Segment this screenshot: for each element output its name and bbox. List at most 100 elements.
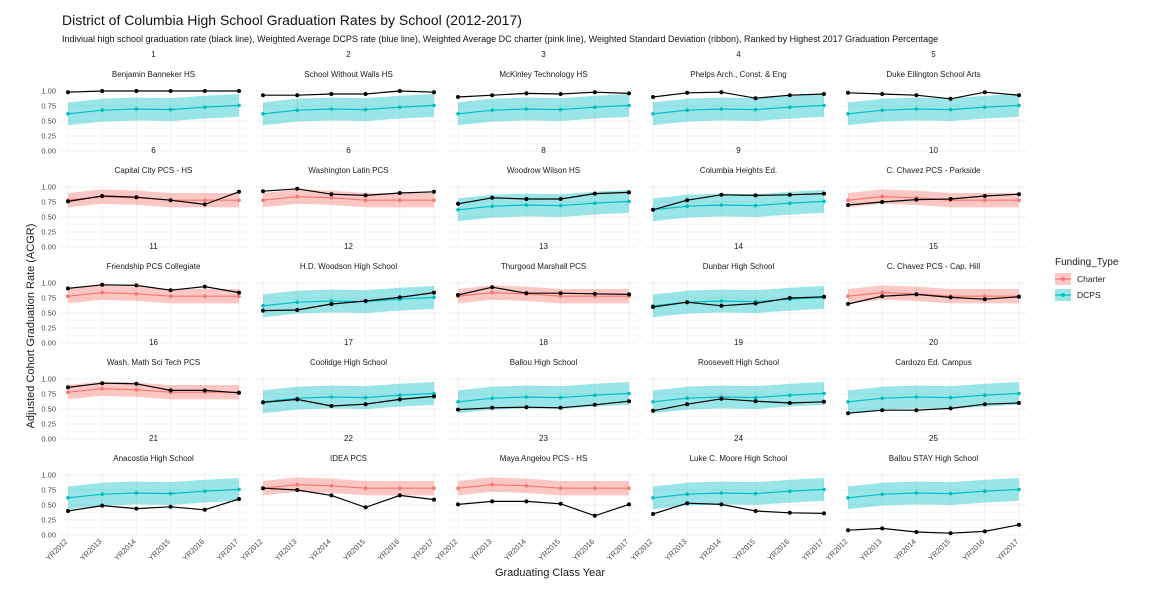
school-point bbox=[432, 497, 436, 502]
facet-school-label: Phelps Arch., Const. & Eng bbox=[690, 70, 787, 79]
average-point bbox=[524, 395, 529, 399]
facet-panel: 23 Maya Angelou PCS - HS YR2012 YR2013 YR201… bbox=[434, 434, 637, 563]
average-point bbox=[685, 204, 689, 208]
school-point bbox=[592, 402, 597, 407]
average-point bbox=[593, 201, 597, 205]
facet-school-label: Maya Angelou PCS - HS bbox=[500, 454, 588, 463]
school-point bbox=[822, 294, 826, 299]
y-tick-label: 0.25 bbox=[41, 420, 56, 429]
y-tick-label: 0.00 bbox=[41, 339, 56, 348]
facet-panel: 9 Columbia Heights Ed. bbox=[645, 146, 832, 248]
facet-school-label: H.D. Woodson High School bbox=[300, 262, 397, 271]
school-point bbox=[432, 290, 436, 295]
average-point bbox=[753, 395, 758, 400]
average-line bbox=[457, 104, 630, 115]
school-line bbox=[457, 500, 630, 517]
school-point bbox=[329, 302, 334, 306]
average-line bbox=[652, 200, 825, 211]
school-point bbox=[490, 195, 495, 200]
average-point bbox=[627, 391, 631, 396]
school-point bbox=[651, 408, 655, 413]
facet-panel: 10 C. Chavez PCS - Parkside bbox=[840, 146, 1027, 248]
average-point bbox=[456, 112, 460, 116]
average-point bbox=[295, 300, 300, 305]
school-point bbox=[456, 293, 460, 297]
school-point bbox=[914, 408, 919, 413]
school-point bbox=[237, 189, 241, 194]
school-point bbox=[787, 401, 792, 405]
average-point bbox=[719, 107, 724, 111]
y-tick-label: 0.50 bbox=[41, 501, 56, 510]
y-tick-label: 0.25 bbox=[41, 228, 56, 237]
school-point bbox=[397, 295, 402, 300]
x-tick-label: YR2012 bbox=[434, 537, 460, 563]
average-point bbox=[524, 484, 529, 488]
school-point bbox=[490, 405, 495, 410]
school-line bbox=[457, 191, 630, 205]
average-point bbox=[490, 204, 495, 208]
school-point bbox=[685, 300, 690, 305]
average-point bbox=[456, 400, 460, 404]
average-line bbox=[67, 387, 239, 393]
school-point bbox=[168, 504, 173, 509]
y-tick-label: 0.75 bbox=[41, 390, 56, 399]
school-point bbox=[719, 396, 724, 401]
average-point bbox=[1017, 487, 1021, 492]
facet-rank-label: 3 bbox=[541, 50, 546, 59]
average-point bbox=[593, 393, 597, 398]
school-point bbox=[822, 399, 826, 404]
y-tick-label: 1.00 bbox=[41, 279, 56, 288]
chart-title: District of Columbia High School Graduat… bbox=[62, 12, 522, 28]
average-line bbox=[262, 195, 434, 201]
average-point bbox=[398, 198, 402, 202]
y-tick-label: 0.00 bbox=[41, 147, 56, 156]
school-point bbox=[168, 388, 173, 393]
average-line bbox=[652, 488, 825, 499]
average-point bbox=[261, 304, 265, 308]
school-point bbox=[948, 197, 953, 201]
school-point bbox=[237, 290, 241, 295]
school-point bbox=[100, 89, 105, 93]
average-point bbox=[914, 107, 919, 111]
average-point bbox=[593, 105, 597, 109]
average-point bbox=[822, 391, 826, 396]
school-point bbox=[237, 89, 241, 93]
average-point bbox=[822, 199, 826, 204]
school-line bbox=[67, 382, 240, 394]
school-point bbox=[397, 493, 402, 498]
school-point bbox=[363, 299, 368, 303]
average-line bbox=[847, 291, 1019, 297]
school-point bbox=[822, 92, 826, 96]
school-point bbox=[880, 200, 885, 204]
school-point bbox=[202, 507, 207, 512]
average-point bbox=[432, 391, 436, 396]
average-point bbox=[456, 486, 460, 491]
facet-rank-label: 16 bbox=[149, 338, 158, 347]
school-point bbox=[753, 509, 758, 513]
average-line bbox=[457, 200, 630, 211]
facet-rank-label: 13 bbox=[539, 242, 548, 251]
facet-panel: 25 Ballou STAY High School YR2012 YR2013 YR2… bbox=[824, 434, 1027, 563]
facet-panel: 14 Dunbar High School bbox=[645, 242, 832, 344]
facet-rank-label: 22 bbox=[344, 434, 353, 443]
average-point bbox=[363, 395, 368, 400]
average-point bbox=[983, 294, 987, 299]
school-point bbox=[787, 296, 792, 300]
facet-rank-label: 10 bbox=[929, 146, 938, 155]
average-point bbox=[788, 393, 792, 398]
facet-school-label: Capital City PCS - HS bbox=[115, 166, 193, 175]
school-point bbox=[66, 385, 70, 390]
average-point bbox=[651, 400, 655, 404]
school-point bbox=[787, 510, 792, 515]
school-line bbox=[262, 292, 435, 312]
facet-panel: 13 Thurgood Marshall PCS bbox=[450, 242, 637, 344]
school-point bbox=[490, 285, 495, 290]
average-point bbox=[134, 491, 139, 495]
average-point bbox=[914, 395, 919, 399]
average-point bbox=[100, 386, 104, 391]
school-point bbox=[787, 93, 792, 98]
school-line bbox=[652, 91, 825, 99]
facet-panel: 6 Washington Latin PCS bbox=[255, 146, 442, 248]
y-tick-label: 0.00 bbox=[41, 243, 56, 252]
facet-school-label: Cardozo Ed. Campus bbox=[895, 358, 971, 367]
